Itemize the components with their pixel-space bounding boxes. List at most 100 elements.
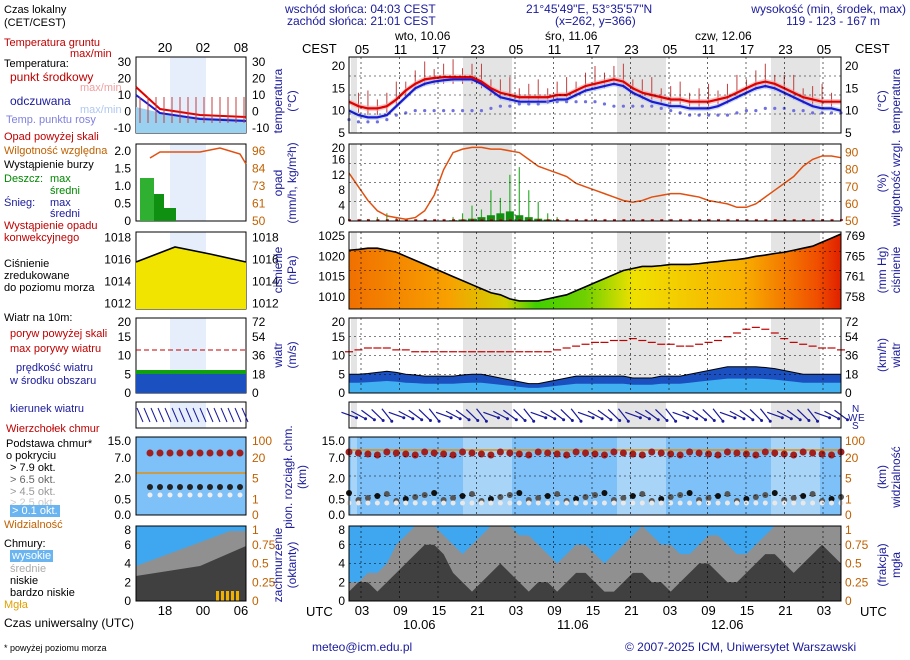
cloud-top-dot <box>629 450 637 458</box>
legend-dir-arrow <box>241 407 249 423</box>
cloud-top-dot <box>828 451 836 459</box>
tick-leg_precip_l: 0 <box>124 214 131 228</box>
hour-top-label: 17 <box>586 42 600 57</box>
cloud-base-dot <box>383 491 390 497</box>
cloud-base-low-dot <box>753 500 759 506</box>
cloud-base-dot <box>506 492 513 498</box>
legend-precip-above: Opad powyżej skali <box>4 131 99 143</box>
main-precip-night-band <box>463 144 512 221</box>
dew-point <box>659 106 663 111</box>
dew-point <box>508 104 512 108</box>
cloud-top-dot <box>676 451 684 459</box>
tick-leg_press_l: 1016 <box>104 253 131 267</box>
cloud-base-low-dot <box>715 500 721 506</box>
wind-dir-arrow <box>814 411 830 419</box>
day-bottom-1: 10.06 <box>403 617 436 632</box>
legend-cloud-low-dot <box>187 492 193 498</box>
wind-dir-arrow <box>465 409 479 421</box>
legend-rain-bar-2 <box>154 194 164 221</box>
main-precip-frame <box>348 143 842 222</box>
rain-mean-bar <box>477 217 486 221</box>
legend-fog-bar <box>221 591 224 601</box>
legend-precip-occ-2: konwekcyjnego <box>4 232 80 244</box>
wind-dir-arrow <box>739 409 754 421</box>
dew-point <box>735 111 739 115</box>
rain-mean-bar <box>515 215 524 221</box>
footer-email[interactable]: meteo@icm.edu.pl <box>312 640 413 654</box>
cloud-base-dot <box>421 492 428 498</box>
wind-dir-head <box>837 417 841 421</box>
wind-dir-arrow <box>540 410 556 420</box>
dew-point <box>583 100 588 104</box>
dew-point <box>621 104 625 108</box>
wind-dir-arrow <box>398 410 414 420</box>
tick-temp_l: 20 <box>332 59 346 73</box>
legend-cloud-top-dot <box>206 449 214 457</box>
dew-point <box>479 109 484 113</box>
tick-wind_l: 0 <box>338 386 345 400</box>
legend-cloud-base-dot <box>227 484 233 490</box>
wind-dir-arrow <box>634 410 650 420</box>
wind-dir-arrow <box>428 408 440 422</box>
legend-hour-top: 20 <box>158 40 172 55</box>
legend-cloud-bg <box>136 437 246 515</box>
tick-leg_cover_r: 0.75 <box>252 538 276 552</box>
wind-dir-head <box>411 417 415 421</box>
cloud-base-dot <box>374 493 381 499</box>
wind-dir-head <box>760 419 764 423</box>
cloud-base-low-dot <box>706 500 712 506</box>
tick-leg_wind_l: 15 <box>118 330 132 344</box>
wind-dir-arrow <box>371 409 384 421</box>
wind-dir-head <box>458 417 462 421</box>
wind-dir-head <box>428 419 432 423</box>
hour-bottom-label: 03 <box>817 603 831 618</box>
cloud-base-dot <box>582 494 589 500</box>
legend-okt65: > 6.5 okt. <box>10 474 56 486</box>
wind-dir-arrow <box>361 409 375 421</box>
cloud-base-low-dot <box>516 500 522 506</box>
wind-dir-head <box>484 419 488 423</box>
tick-leg_cover_l: 8 <box>124 523 131 537</box>
legend-dew: Temp. punktu rosy <box>6 114 96 126</box>
wind-dir-arrow <box>625 411 641 419</box>
tick-leg_precip_l: 2.0 <box>114 144 131 158</box>
tick-precip_r: 70 <box>845 180 859 194</box>
tick-leg_cloud_r: 20 <box>252 451 266 465</box>
legend-very-low: bardzo niskie <box>10 587 75 599</box>
legend-mid-point: punkt środkowy <box>10 70 94 84</box>
tick-leg_cloud_r: 5 <box>252 472 259 486</box>
cloud-base-low-dot <box>649 500 655 506</box>
legend-cloud-base-2: o pokryciu <box>6 450 57 462</box>
temp-felt-line <box>348 78 842 119</box>
wind-dir-head <box>390 419 394 423</box>
wind-dir-head <box>355 416 359 420</box>
wind-dir-head <box>449 416 453 420</box>
cloud-base-low-dot <box>696 500 702 506</box>
tick-leg_cloud_l: 7.0 <box>114 451 131 465</box>
hour-bottom-label: 09 <box>701 603 715 618</box>
tick-leg_cloud_l: 2.0 <box>114 472 131 486</box>
legend-cloud-base-dot <box>177 484 183 490</box>
cloud-top-dot <box>506 449 514 457</box>
cloud-top-dot <box>544 449 552 457</box>
cloud-base-dot <box>752 494 759 500</box>
legend-wind-speed: prędkość wiatru <box>16 362 94 374</box>
main-cloud-frame <box>348 436 842 516</box>
legend-mid: średnie <box>10 563 47 575</box>
legend-cloud-low-dot <box>157 492 163 498</box>
hour-bottom-label: 15 <box>586 603 600 618</box>
dew-point <box>706 113 711 117</box>
dew-point <box>498 104 502 108</box>
dew-point <box>602 102 607 106</box>
tick-leg_temp_l: 20 <box>118 71 132 85</box>
cloud-base-dot <box>800 493 807 499</box>
wind-dir-arrow <box>435 411 452 419</box>
legend-wind-speed-2: w środku obszaru <box>10 375 97 387</box>
hour-top-label: 11 <box>548 42 562 57</box>
tick-temp_r: 20 <box>845 59 859 73</box>
tick-cover_r: 0.25 <box>845 575 869 589</box>
wind-dir-head <box>523 419 527 423</box>
wind-dir-head <box>845 418 849 422</box>
tick-leg_press_l: 1014 <box>104 275 131 289</box>
